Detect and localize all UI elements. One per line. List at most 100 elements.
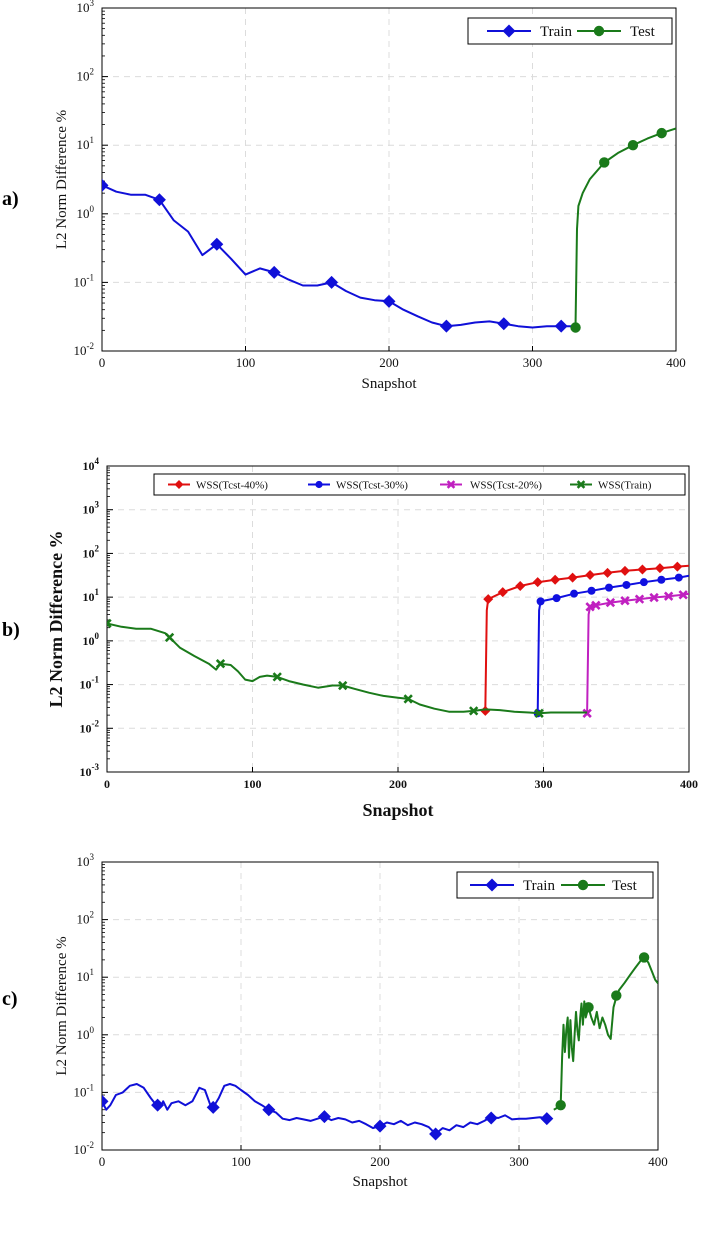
data-point: [107, 618, 112, 629]
data-point: [570, 589, 579, 598]
data-point: [599, 157, 610, 168]
data-point: [622, 580, 631, 589]
data-point: [373, 1119, 387, 1133]
data-point: [611, 990, 622, 1001]
y-tick-label: 10-1: [74, 1082, 95, 1099]
y-axis-label: L2 Norm Difference %: [54, 936, 70, 1075]
data-point: [552, 594, 561, 603]
y-tick-label: 101: [77, 967, 95, 984]
y-axis-label: L2 Norm Difference %: [54, 110, 70, 249]
data-point: [429, 1127, 443, 1141]
data-point: [439, 319, 453, 333]
data-point: [215, 659, 226, 669]
y-tick-label: 100: [83, 631, 100, 648]
series-train: [102, 1083, 554, 1141]
data-point: [585, 570, 596, 581]
y-tick-label: 102: [77, 910, 95, 927]
y-tick-label: 100: [77, 204, 95, 221]
series-line: [102, 184, 573, 329]
chart-panel-1: a) 0 100 200 300 400 10-2 10-1 100 101 102 103 L2 No…: [2, 0, 686, 392]
series-test: [553, 952, 658, 1111]
data-point: [382, 294, 396, 308]
data-point: [262, 1103, 276, 1117]
data-point: [102, 178, 109, 192]
legend-swatch-marker: [315, 480, 323, 489]
legend-swatch-marker: [446, 480, 456, 489]
data-point: [634, 594, 645, 604]
data-point: [484, 1111, 498, 1125]
data-point: [267, 265, 281, 279]
y-tick-label: 103: [83, 500, 100, 517]
x-axis-label: Snapshot: [352, 1174, 408, 1190]
data-point: [468, 706, 479, 716]
legend-entry-label: WSS(Tcst-30%): [336, 480, 408, 492]
x-axis-label: Snapshot: [361, 376, 417, 392]
data-point: [570, 322, 581, 333]
legend: Train Test: [456, 871, 654, 899]
x-tick-label: 400: [666, 355, 686, 370]
legend-box: [153, 473, 686, 496]
data-point: [206, 1100, 220, 1114]
y-tick-label: 10-2: [80, 718, 100, 735]
data-point: [582, 708, 592, 718]
data-point: [604, 583, 613, 592]
legend-swatch-marker: [593, 25, 605, 37]
data-point: [164, 632, 175, 643]
data-point: [102, 1094, 109, 1108]
data-point: [540, 1112, 554, 1126]
legend-entry-label: WSS(Tcst-40%): [196, 480, 268, 492]
y-tick-label: 100: [77, 1025, 95, 1042]
data-point: [210, 237, 224, 251]
data-point: [654, 563, 665, 574]
y-tick-label: 102: [83, 543, 100, 560]
x-tick-label: 400: [648, 1154, 668, 1169]
x-tick-label: 200: [389, 777, 407, 791]
y-axis-label: L2 Norm Difference %: [46, 530, 66, 707]
data-point: [483, 594, 494, 605]
series-wss-train-: [107, 618, 588, 718]
legend-entry-label: Test: [612, 878, 638, 894]
data-point: [657, 575, 666, 584]
series-line: [102, 1083, 552, 1135]
series-wss-test-30-: [533, 573, 689, 718]
series-line: [107, 622, 588, 715]
y-tick-label: 10-2: [74, 341, 95, 358]
panel-label: b): [2, 619, 20, 641]
data-point: [627, 140, 639, 151]
data-point: [583, 1002, 594, 1013]
data-point: [567, 572, 578, 583]
data-point: [550, 574, 561, 585]
y-tick-label: 10-1: [80, 675, 100, 692]
series-wss-test-40-: [480, 561, 689, 716]
data-point: [534, 708, 544, 718]
series-wss-test-20-: [582, 590, 689, 718]
data-point: [639, 578, 648, 587]
data-point: [272, 672, 282, 682]
data-point: [602, 567, 613, 578]
data-point: [497, 317, 511, 331]
data-point: [555, 1099, 566, 1111]
data-point: [678, 590, 688, 600]
data-point: [620, 596, 630, 606]
data-point: [619, 565, 630, 576]
series-line: [553, 956, 658, 1111]
legend-entry-label: Test: [630, 24, 656, 40]
x-tick-label: 0: [104, 777, 110, 791]
x-tick-label: 0: [99, 355, 106, 370]
data-point: [151, 1098, 165, 1112]
legend: Train Test: [467, 17, 673, 45]
data-point: [325, 275, 339, 289]
data-point: [515, 580, 526, 591]
data-point: [605, 597, 616, 608]
data-point: [536, 597, 545, 606]
x-tick-label: 100: [236, 355, 256, 370]
x-tick-label: 400: [680, 777, 698, 791]
series-line: [574, 127, 676, 328]
chart-panel-3: c) 0 100 200 300 400 10-2 10-1 100 101 102 103 L2 No…: [2, 852, 668, 1190]
data-point: [532, 577, 543, 588]
data-point: [649, 592, 659, 603]
x-tick-label: 300: [535, 777, 553, 791]
y-tick-label: 10-2: [74, 1140, 95, 1157]
legend-entry-label: WSS(Tcst-20%): [470, 480, 542, 492]
